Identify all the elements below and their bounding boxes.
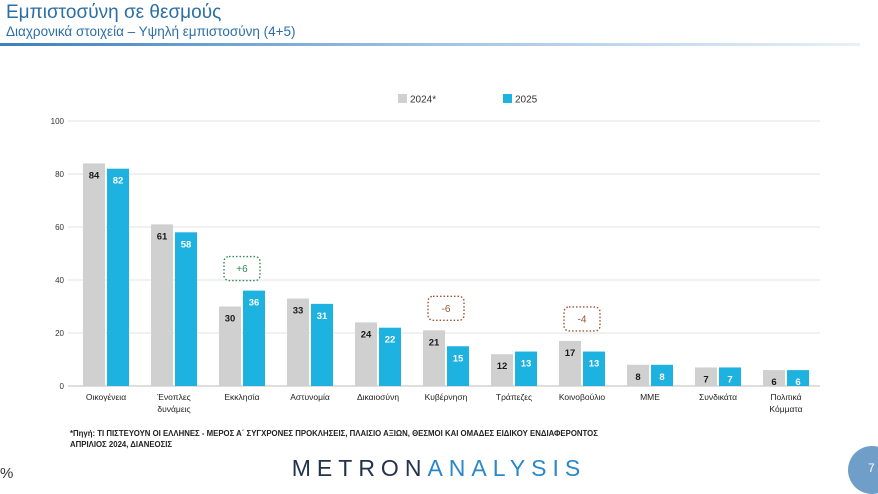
x-tick-label: δυνάμεις [157, 404, 190, 414]
data-label: 21 [429, 337, 440, 348]
y-tick-label: 20 [55, 329, 64, 338]
bar [311, 303, 333, 386]
x-tick-label: Δικαιοσύνη [357, 392, 399, 402]
bar [219, 306, 241, 386]
x-tick-label: Συνδικάτα [699, 392, 737, 402]
x-tick-label: Αστυνομία [290, 392, 330, 402]
x-tick-label: Κοινοβούλιο [559, 392, 606, 402]
brand-part-2: ANALYSIS [427, 455, 587, 481]
y-tick-label: 100 [51, 117, 65, 126]
data-label: 36 [249, 298, 260, 309]
brand-logo: METRONANALYSIS [0, 455, 878, 482]
page-subtitle: Διαχρονικά στοιχεία – Υψηλή εμπιστοσύνη … [6, 24, 296, 39]
data-label: 22 [385, 335, 396, 346]
x-tick-label: Κυβέρνηση [425, 392, 468, 402]
bar [243, 290, 265, 386]
data-label: 84 [89, 170, 100, 181]
data-label: 30 [225, 314, 236, 325]
y-tick-label: 40 [55, 276, 64, 285]
bar [447, 346, 469, 386]
bar [719, 367, 741, 386]
change-annotation-box [223, 255, 261, 282]
source-footnote: *Πηγή: ΤΙ ΠΙΣΤΕΥΟΥΝ ΟΙ ΕΛΛΗΝΕΣ - ΜΕΡΟΣ Α… [70, 428, 710, 450]
x-tick-label: Οικογένεια [86, 392, 126, 402]
bar [583, 351, 605, 386]
footnote-line-1: *Πηγή: ΤΙ ΠΙΣΤΕΥΟΥΝ ΟΙ ΕΛΛΗΝΕΣ - ΜΕΡΟΣ Α… [70, 429, 598, 438]
data-label: 6 [795, 377, 800, 388]
legend-swatch [503, 94, 512, 103]
change-annotation-box [563, 306, 601, 332]
data-label: 24 [361, 329, 372, 340]
bar [83, 163, 105, 386]
bar [355, 322, 377, 386]
header-divider [0, 43, 860, 46]
bar [379, 327, 401, 386]
data-label: 8 [659, 372, 664, 383]
data-label: 7 [703, 374, 708, 385]
y-tick-label: 60 [55, 223, 64, 232]
data-label: 15 [453, 353, 464, 364]
bar [651, 364, 673, 386]
page-number-badge: 7 [848, 446, 878, 494]
bar [491, 354, 513, 386]
bar [423, 330, 445, 386]
y-tick-label: 80 [55, 170, 64, 179]
bar [627, 364, 649, 386]
percent-sign: % [0, 465, 14, 482]
footnote-line-2: ΑΠΡΙΛΙΟΣ 2024, ΔΙΑΝΕΟΣΙΣ [70, 440, 173, 449]
y-tick-label: 0 [60, 382, 65, 391]
legend-swatch [398, 94, 407, 103]
change-annotation-box [427, 295, 465, 322]
data-label: 13 [589, 359, 600, 370]
x-tick-label: Εκκλησία [224, 392, 259, 402]
brand-part-1: METRON [291, 455, 428, 481]
bar [107, 168, 129, 386]
data-label: 17 [565, 348, 576, 359]
data-label: 6 [771, 377, 776, 388]
x-tick-label: Πολιτικά [770, 392, 801, 402]
data-label: 31 [317, 311, 328, 322]
change-annotation-label: +6 [236, 264, 248, 275]
data-label: 61 [157, 231, 168, 242]
x-tick-label: ΜΜΕ [640, 392, 660, 402]
data-label: 8 [635, 372, 640, 383]
x-tick-label: Τράπεζες [496, 392, 532, 402]
change-annotation-label: -4 [578, 314, 587, 325]
bar [787, 370, 809, 386]
bar [151, 224, 173, 386]
data-label: 13 [521, 359, 532, 370]
bar [763, 370, 785, 386]
data-label: 82 [113, 176, 124, 187]
data-label: 12 [497, 361, 508, 372]
data-label: 58 [181, 239, 192, 250]
bar [287, 298, 309, 386]
bar [559, 340, 581, 386]
data-label: 33 [293, 306, 304, 317]
x-tick-label: Κόμματα [769, 404, 802, 414]
legend-label: 2025 [515, 95, 538, 106]
bar [175, 232, 197, 386]
x-tick-label: Ένοπλες [156, 392, 191, 402]
page-title: Εμπιστοσύνη σε θεσμούς [6, 2, 222, 23]
change-annotation-label: -6 [442, 304, 451, 315]
bar [695, 367, 717, 386]
data-label: 7 [727, 374, 732, 385]
legend-label: 2024* [410, 95, 436, 106]
bar [515, 351, 537, 386]
